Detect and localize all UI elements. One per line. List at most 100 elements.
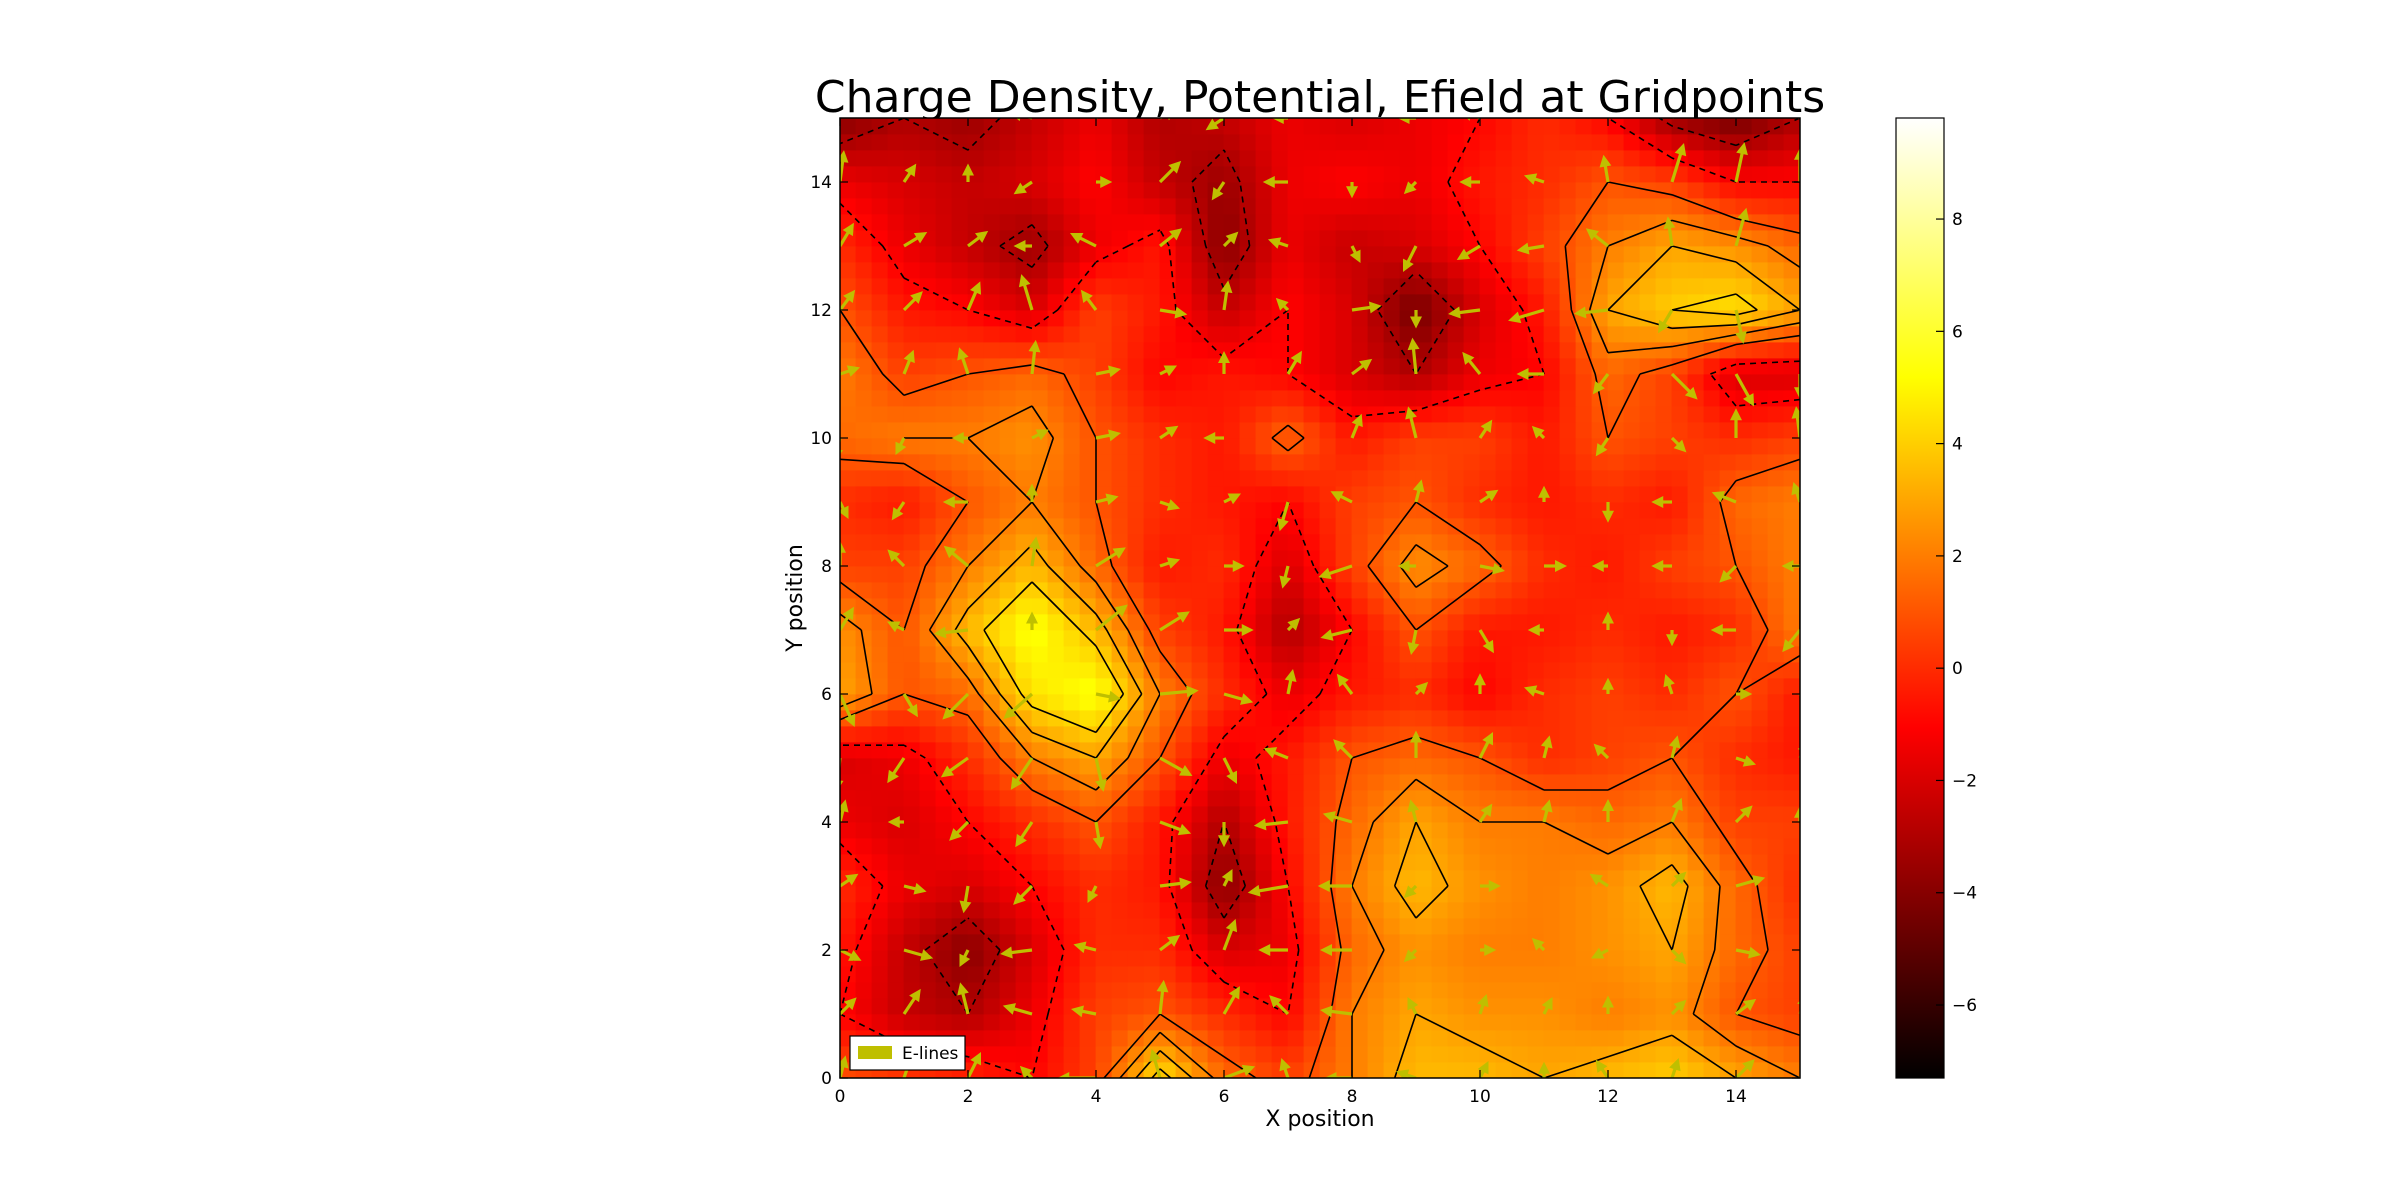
- heatmap-cell: [1159, 149, 1177, 167]
- heatmap-cell: [967, 1013, 985, 1031]
- heatmap-cell: [1207, 837, 1225, 855]
- y-tick-label: 8: [821, 557, 832, 577]
- heatmap-cell: [967, 517, 985, 535]
- heatmap-cell: [1079, 325, 1097, 343]
- heatmap-cell: [1607, 453, 1625, 471]
- heatmap-cell: [1783, 133, 1800, 151]
- heatmap-cell: [1303, 533, 1321, 551]
- heatmap-cell: [919, 501, 937, 519]
- heatmap-cell: [1127, 789, 1145, 807]
- heatmap-cell: [1095, 645, 1113, 663]
- heatmap-cell: [1511, 1061, 1529, 1078]
- heatmap-cell: [1223, 309, 1241, 327]
- heatmap-cell: [1767, 821, 1785, 839]
- heatmap-cell: [1431, 245, 1449, 263]
- heatmap-cell: [1383, 773, 1401, 791]
- heatmap-cell: [1431, 645, 1449, 663]
- heatmap-cell: [1127, 261, 1145, 279]
- heatmap-cell: [1047, 885, 1065, 903]
- heatmap-cell: [1255, 437, 1273, 455]
- heatmap-cell: [1639, 885, 1657, 903]
- heatmap-cell: [1383, 421, 1401, 439]
- heatmap-cell: [1415, 421, 1433, 439]
- heatmap-cell: [1207, 1013, 1225, 1031]
- heatmap-cell: [1479, 533, 1497, 551]
- heatmap-cell: [1719, 373, 1737, 391]
- y-tick-label: 6: [821, 685, 832, 705]
- efield-arrow: [1019, 1065, 1034, 1078]
- heatmap-cell: [1431, 149, 1449, 167]
- heatmap-cell: [967, 149, 985, 167]
- heatmap-cell: [1751, 597, 1769, 615]
- efield-arrow: [1523, 173, 1545, 185]
- heatmap-cell: [1767, 373, 1785, 391]
- heatmap-cell: [1271, 677, 1289, 695]
- heatmap-cell: [1239, 661, 1257, 679]
- legend-label-e-lines: E-lines: [902, 1044, 959, 1064]
- heatmap-cell: [1623, 597, 1641, 615]
- heatmap-cell: [983, 197, 1001, 215]
- heatmap-cell: [1143, 965, 1161, 983]
- heatmap-cell: [1079, 757, 1097, 775]
- heatmap-cell: [1639, 485, 1657, 503]
- heatmap-cell: [1207, 917, 1225, 935]
- heatmap-cell: [1463, 309, 1481, 327]
- heatmap-cell: [1287, 501, 1305, 519]
- heatmap-cell: [999, 837, 1017, 855]
- efield-arrow: [1573, 306, 1609, 319]
- heatmap-cell: [1063, 837, 1081, 855]
- heatmap-cell: [1511, 341, 1529, 359]
- heatmap-cell: [903, 133, 921, 151]
- heatmap-cell: [1351, 661, 1369, 679]
- heatmap-cell: [951, 133, 969, 151]
- heatmap-cell: [1495, 261, 1513, 279]
- heatmap-cell: [1607, 917, 1625, 935]
- heatmap-cell: [919, 533, 937, 551]
- heatmap-cell: [840, 917, 857, 935]
- heatmap-cell: [1687, 1045, 1705, 1063]
- heatmap-cell: [1543, 405, 1561, 423]
- heatmap-cell: [1383, 917, 1401, 935]
- heatmap-cell: [1751, 693, 1769, 711]
- heatmap-cell: [1463, 981, 1481, 999]
- heatmap-cell: [951, 773, 969, 791]
- heatmap-cell: [1383, 949, 1401, 967]
- heatmap-cell: [1287, 773, 1305, 791]
- heatmap-cell: [1079, 1013, 1097, 1031]
- heatmap-cell: [1383, 885, 1401, 903]
- heatmap-cell: [1767, 549, 1785, 567]
- heatmap-cell: [871, 965, 889, 983]
- heatmap-cell: [999, 341, 1017, 359]
- heatmap-cell: [1511, 581, 1529, 599]
- heatmap-cell: [1463, 197, 1481, 215]
- heatmap-cell: [1591, 261, 1609, 279]
- heatmap-cell: [1639, 245, 1657, 263]
- heatmap-cell: [1687, 757, 1705, 775]
- heatmap-cell: [1751, 245, 1769, 263]
- heatmap-cell: [1527, 773, 1545, 791]
- heatmap-cell: [1159, 341, 1177, 359]
- heatmap-cell: [1511, 1013, 1529, 1031]
- heatmap-cell: [1351, 437, 1369, 455]
- heatmap-cell: [1527, 229, 1545, 247]
- heatmap-cell: [1671, 229, 1689, 247]
- heatmap-cell: [1287, 757, 1305, 775]
- heatmap-cell: [1383, 181, 1401, 199]
- heatmap-cell: [871, 725, 889, 743]
- efield-arrow: [1585, 228, 1609, 248]
- heatmap-cell: [1239, 245, 1257, 263]
- heatmap-cell: [1399, 965, 1417, 983]
- heatmap-cell: [1623, 133, 1641, 151]
- heatmap-cell: [1191, 757, 1209, 775]
- chart-title: Charge Density, Potential, Efield at Gri…: [815, 72, 1825, 123]
- heatmap-cell: [1191, 245, 1209, 263]
- heatmap-cell: [967, 165, 985, 183]
- heatmap-cell: [1255, 917, 1273, 935]
- heatmap-cell: [1607, 709, 1625, 727]
- heatmap-cell: [1111, 293, 1129, 311]
- heatmap-cell: [1127, 325, 1145, 343]
- colorbar-tick-label: −6: [1952, 996, 1977, 1016]
- heatmap-cell: [1591, 309, 1609, 327]
- heatmap-cell: [1687, 245, 1705, 263]
- heatmap-cell: [1095, 741, 1113, 759]
